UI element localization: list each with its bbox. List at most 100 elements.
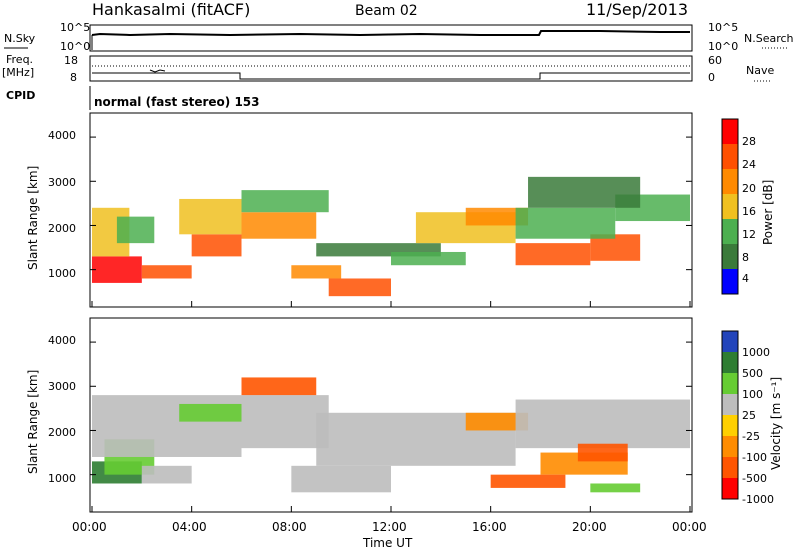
power-colorbar-tick-8: 8	[742, 251, 749, 264]
velocity-colorbar-tick-500: 500	[742, 367, 763, 380]
power-colorbar-segment-4	[722, 219, 738, 244]
velocity-y-tick-1000: 1000	[48, 472, 76, 485]
power-panel: 4000 3000 2000 1000 Slant Range [km]	[26, 112, 693, 308]
velocity-y-tick-3000: 3000	[48, 380, 76, 393]
power-colorbar-tick-12: 12	[742, 228, 756, 241]
power-colorbar-frame	[721, 118, 739, 295]
power-region-3	[116, 216, 155, 244]
power-region-5	[179, 198, 242, 235]
power-y-axis-label: Slant Range [km]	[26, 166, 40, 270]
x-tick-0800: 08:00	[272, 520, 307, 534]
power-colorbar-tick-4: 4	[742, 272, 749, 285]
velocity-colorbar-tick-neg25: -25	[742, 430, 760, 443]
velocity-y-tick-4000: 4000	[48, 334, 76, 347]
velocity-colorbar-tick-neg100: -100	[742, 451, 767, 464]
nsearch-label: N.Search	[744, 32, 794, 45]
sky-tick-right-top: 10^5	[708, 21, 738, 34]
sky-label: N.Sky	[4, 32, 36, 45]
date-title: 11/Sep/2013	[586, 0, 688, 19]
power-region-8	[291, 265, 342, 279]
freq-tick-left-top: 18	[64, 54, 78, 67]
velocity-colorbar-segment-5	[722, 436, 738, 457]
sky-tick-right-bottom: 10^0	[708, 40, 738, 53]
freq-tick-right-bottom: 0	[708, 71, 715, 84]
velocity-region-7	[291, 465, 391, 493]
sky-tick-left-bottom: 10^0	[60, 40, 90, 53]
power-colorbar-segment-1	[722, 144, 738, 169]
power-region-6	[241, 212, 317, 239]
power-region-7	[241, 190, 329, 213]
velocity-region-10	[515, 399, 690, 449]
velocity-colorbar-tick-neg1000: -1000	[742, 493, 774, 506]
freq-line	[92, 72, 690, 80]
velocity-colorbar-segment-0	[722, 331, 738, 352]
x-tick-0000: 00:00	[72, 520, 107, 534]
sky-panel	[89, 24, 693, 52]
velocity-colorbar-frame	[721, 330, 739, 500]
power-colorbar-tick-28: 28	[742, 135, 756, 148]
power-colorbar-segment-3	[722, 194, 738, 219]
power-region-9	[328, 278, 391, 297]
freq-tick-right-top: 60	[708, 54, 722, 67]
velocity-colorbar-tick-neg500: -500	[742, 472, 767, 485]
velocity-region-5	[241, 395, 329, 449]
velocity-data-layer	[90, 341, 692, 512]
velocity-colorbar-segment-1	[722, 352, 738, 373]
x-tick-0400: 04:00	[172, 520, 207, 534]
power-y-tick-2000: 2000	[48, 222, 76, 235]
power-region-1	[141, 265, 192, 279]
velocity-panel: 4000 3000 2000 1000 Slant Range [km]	[26, 317, 693, 513]
nave-label: Nave	[746, 64, 774, 77]
velocity-region-4	[179, 403, 242, 422]
velocity-colorbar-segment-2	[722, 373, 738, 394]
x-axis-label: Time UT	[362, 536, 413, 550]
power-region-14	[515, 243, 591, 266]
x-tick-2400: 00:00	[672, 520, 707, 534]
velocity-region-12	[577, 443, 628, 462]
velocity-region-9	[465, 412, 529, 431]
power-region-18	[528, 176, 641, 208]
mode-text: normal (fast stereo) 153	[94, 95, 260, 109]
power-colorbar-tick-24: 24	[742, 158, 756, 171]
velocity-region-6	[241, 377, 317, 396]
x-tick-1200: 12:00	[372, 520, 407, 534]
velocity-colorbar-tick-1000: 1000	[742, 346, 770, 359]
velocity-region-2	[141, 465, 192, 484]
velocity-colorbar-segment-6	[722, 457, 738, 478]
power-data-layer	[90, 136, 692, 307]
cpid-label: CPID	[6, 89, 35, 102]
velocity-region-13	[490, 474, 566, 488]
nave-dip	[149, 69, 166, 73]
power-colorbar-segment-5	[722, 244, 738, 269]
freq-label-line1: Freq.	[6, 53, 33, 66]
power-region-11	[391, 251, 466, 266]
velocity-y-tick-2000: 2000	[48, 426, 76, 439]
power-colorbar-segment-0	[722, 119, 738, 144]
velocity-colorbar-label: Velocity [m s⁻¹]	[769, 377, 783, 470]
power-region-13	[465, 207, 529, 226]
beam-title: Beam 02	[355, 3, 418, 19]
power-colorbar-segment-6	[722, 269, 738, 294]
power-colorbar-tick-16: 16	[742, 205, 756, 218]
power-colorbar-segment-2	[722, 169, 738, 194]
velocity-colorbar	[721, 330, 739, 500]
freq-tick-left-bottom: 8	[70, 71, 77, 84]
velocity-colorbar-segment-7	[722, 478, 738, 499]
velocity-region-14	[590, 483, 641, 493]
power-y-tick-1000: 1000	[48, 267, 76, 280]
velocity-y-axis-label: Slant Range [km]	[26, 370, 40, 474]
power-y-tick-4000: 4000	[48, 129, 76, 142]
power-colorbar-tick-20: 20	[742, 182, 756, 195]
x-tick-2000: 20:00	[572, 520, 607, 534]
velocity-colorbar-segment-3	[722, 394, 738, 415]
sky-noise-line	[91, 30, 690, 37]
x-tick-1600: 16:00	[472, 520, 507, 534]
power-region-16	[515, 207, 616, 239]
power-region-0	[92, 256, 142, 283]
freq-label-line2: [MHz]	[2, 66, 34, 79]
sky-tick-left-top: 10^5	[60, 21, 90, 34]
power-y-tick-3000: 3000	[48, 176, 76, 189]
power-colorbar	[721, 118, 739, 295]
velocity-colorbar-tick-100: 100	[742, 388, 763, 401]
